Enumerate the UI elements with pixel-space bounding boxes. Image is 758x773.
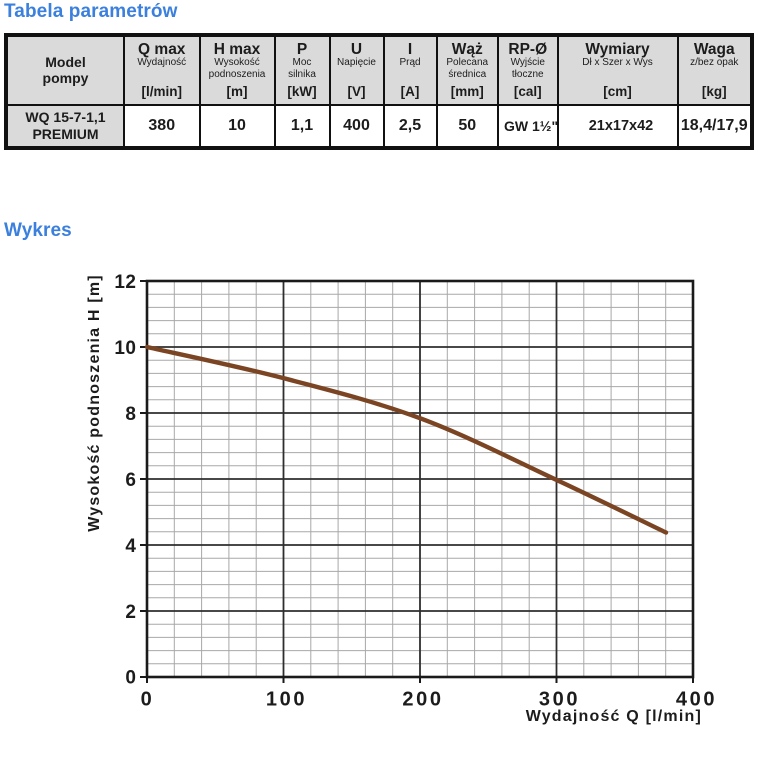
svg-text:Wydajność Q [l/min]: Wydajność Q [l/min] <box>526 708 702 725</box>
svg-text:Wysokość podnoszenia H [m]: Wysokość podnoszenia H [m] <box>86 274 103 532</box>
svg-text:10: 10 <box>114 338 136 359</box>
svg-text:6: 6 <box>125 470 136 491</box>
svg-text:2: 2 <box>125 602 136 623</box>
svg-text:200: 200 <box>402 689 443 711</box>
svg-text:400: 400 <box>676 689 717 711</box>
svg-text:8: 8 <box>125 404 136 425</box>
svg-text:100: 100 <box>266 689 307 711</box>
svg-text:12: 12 <box>114 272 136 293</box>
svg-text:300: 300 <box>539 689 580 711</box>
svg-text:4: 4 <box>125 536 136 557</box>
svg-text:0: 0 <box>141 689 155 711</box>
svg-text:0: 0 <box>125 668 136 689</box>
